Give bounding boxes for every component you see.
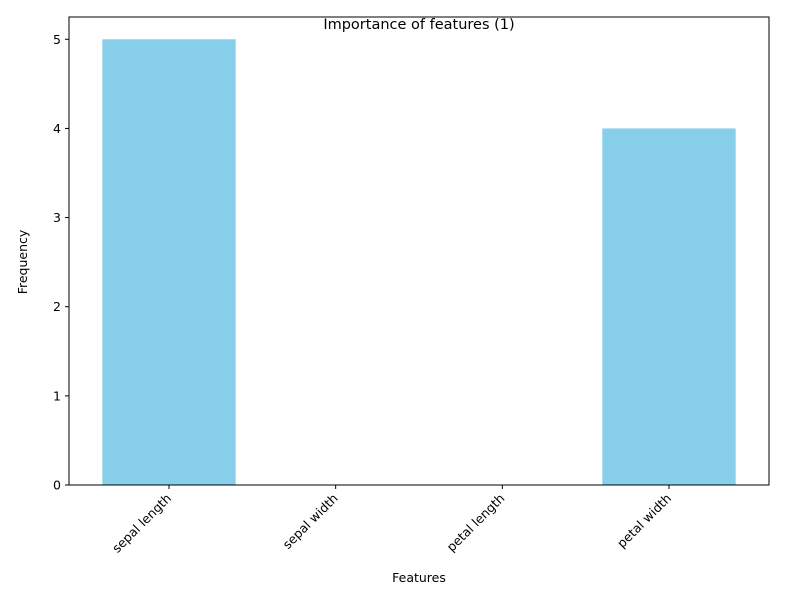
y-tick-label: 0 xyxy=(53,478,61,493)
y-tick-label: 1 xyxy=(53,388,61,403)
x-axis-label: Features xyxy=(392,570,446,585)
y-tick-label: 5 xyxy=(53,32,61,47)
chart-title: Importance of features (1) xyxy=(323,17,514,33)
y-tick-label: 3 xyxy=(53,210,61,225)
bars-layer xyxy=(102,39,736,486)
bar-petal-width xyxy=(602,128,736,485)
y-tick-label: 2 xyxy=(53,299,61,314)
y-tick-label: 4 xyxy=(53,121,61,136)
y-axis-label: Frequency xyxy=(15,229,30,294)
y-axis-ticks: 0 1 2 3 4 5 xyxy=(53,32,69,493)
plot-area-frame xyxy=(68,16,770,486)
bar-sepal-length xyxy=(102,39,236,486)
